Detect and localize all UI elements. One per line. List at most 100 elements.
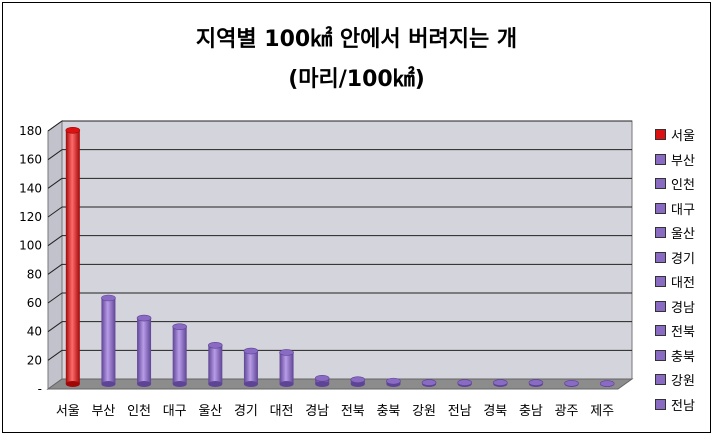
bar-울산 [208, 345, 223, 384]
bar-base-부산 [101, 381, 116, 387]
gridline-side [47, 235, 63, 247]
y-tick-label: 20 [27, 353, 42, 367]
legend-label: 대구 [671, 202, 695, 218]
legend-swatch [655, 374, 666, 385]
x-tick-label: 경기 [234, 404, 258, 419]
bar-top-충남 [528, 379, 544, 386]
y-tick-label: 180 [19, 124, 42, 138]
y-tick-label: 100 [19, 239, 42, 253]
x-tick-label: 서울 [56, 404, 80, 419]
x-tick-label: 부산 [91, 404, 115, 419]
bar-top-충북 [386, 377, 401, 385]
x-tick-label: 광주 [555, 404, 579, 419]
legend-item: 경기 [655, 248, 695, 267]
x-tick-label: 대전 [270, 404, 294, 419]
x-tick-label: 경북 [483, 404, 507, 419]
bar-base-울산 [208, 381, 223, 387]
x-tick-label: 전남 [448, 404, 472, 419]
bar-top-강원 [421, 379, 437, 386]
gridline-side [47, 321, 63, 333]
legend-label: 전남 [671, 398, 695, 414]
bar-인천 [137, 318, 152, 384]
legend-swatch [655, 325, 666, 336]
legend-label: 강원 [671, 374, 695, 389]
legend-label: 울산 [671, 227, 695, 242]
legend-swatch [655, 178, 666, 189]
bar-top-전북 [350, 376, 366, 384]
y-tick-label: 40 [27, 325, 42, 339]
y-tick-label: 120 [19, 210, 42, 224]
legend-label: 서울 [671, 129, 695, 144]
bar-top-대전 [279, 349, 294, 356]
legend-item: 인천 [655, 174, 695, 193]
legend-item: 강원 [655, 370, 695, 389]
bar-top-부산 [101, 294, 116, 302]
legend-item: 대전 [655, 272, 695, 291]
y-tick-label: 140 [19, 181, 42, 195]
x-tick-label: 강원 [412, 404, 436, 419]
bar-서울 [65, 130, 80, 384]
bar-top-대구 [172, 323, 187, 330]
legend-item: 대구 [655, 199, 695, 218]
chart-floor [46, 378, 634, 390]
bar-base-경남 [315, 381, 330, 387]
bar-base-경기 [243, 381, 258, 387]
y-tick-label: 80 [27, 267, 42, 281]
bar-대구 [172, 326, 187, 384]
legend-label: 충북 [671, 349, 695, 365]
legend-swatch [655, 300, 666, 312]
bar-base-대구 [172, 381, 187, 387]
bar-부산 [101, 298, 116, 384]
bar-base-대전 [279, 381, 294, 387]
bar-base-인천 [137, 381, 152, 387]
x-tick-label: 제주 [590, 404, 614, 419]
legend-label: 경남 [671, 300, 695, 316]
legend-item: 서울 [655, 125, 695, 144]
x-tick-label: 울산 [198, 404, 222, 419]
x-tick-label: 전북 [341, 404, 365, 419]
chart-title: 지역별 100㎢ 안에서 버려지는 개 [195, 27, 518, 52]
gridline-side [47, 206, 63, 218]
bar-top-전남 [457, 379, 472, 386]
x-tick-label: 충북 [376, 404, 400, 419]
bar-top-광주 [564, 379, 579, 387]
bar-top-경기 [243, 347, 259, 355]
y-tick-label: 160 [19, 153, 42, 167]
bar-top-경북 [493, 379, 508, 386]
bar-base-서울 [65, 381, 80, 387]
y-tick-label: - [38, 382, 42, 396]
gridline-side [47, 149, 63, 161]
gridline-side [47, 263, 63, 275]
legend-label: 대전 [671, 276, 695, 291]
legend-label: 전북 [671, 325, 695, 340]
legend-swatch [655, 153, 666, 165]
chart-back-wall [61, 120, 633, 380]
legend-swatch [655, 227, 666, 238]
legend-item: 부산 [655, 150, 695, 169]
legend-swatch [655, 398, 666, 410]
legend-item: 전북 [655, 321, 695, 340]
legend-swatch [655, 276, 666, 287]
bar-경기 [243, 351, 258, 384]
legend-item: 충북 [655, 346, 695, 365]
legend-label: 경기 [671, 251, 695, 267]
x-tick-label: 충남 [519, 404, 543, 419]
bar-top-인천 [136, 314, 152, 322]
legend-swatch [655, 251, 666, 263]
gridline-side [47, 349, 63, 361]
gridline-side [47, 292, 63, 304]
legend-label: 인천 [671, 178, 695, 193]
bar-top-제주 [599, 380, 615, 387]
legend-swatch [655, 349, 666, 361]
bar-top-울산 [208, 341, 223, 349]
legend-swatch [655, 202, 666, 214]
bar-top-경남 [314, 374, 330, 382]
gridline-side [47, 177, 63, 189]
x-tick-label: 경남 [305, 404, 329, 419]
legend-item: 경남 [655, 297, 695, 316]
chart-subtitle: (마리/100㎢) [288, 67, 425, 92]
bar-top-서울 [65, 127, 81, 134]
legend-item: 울산 [655, 223, 695, 242]
